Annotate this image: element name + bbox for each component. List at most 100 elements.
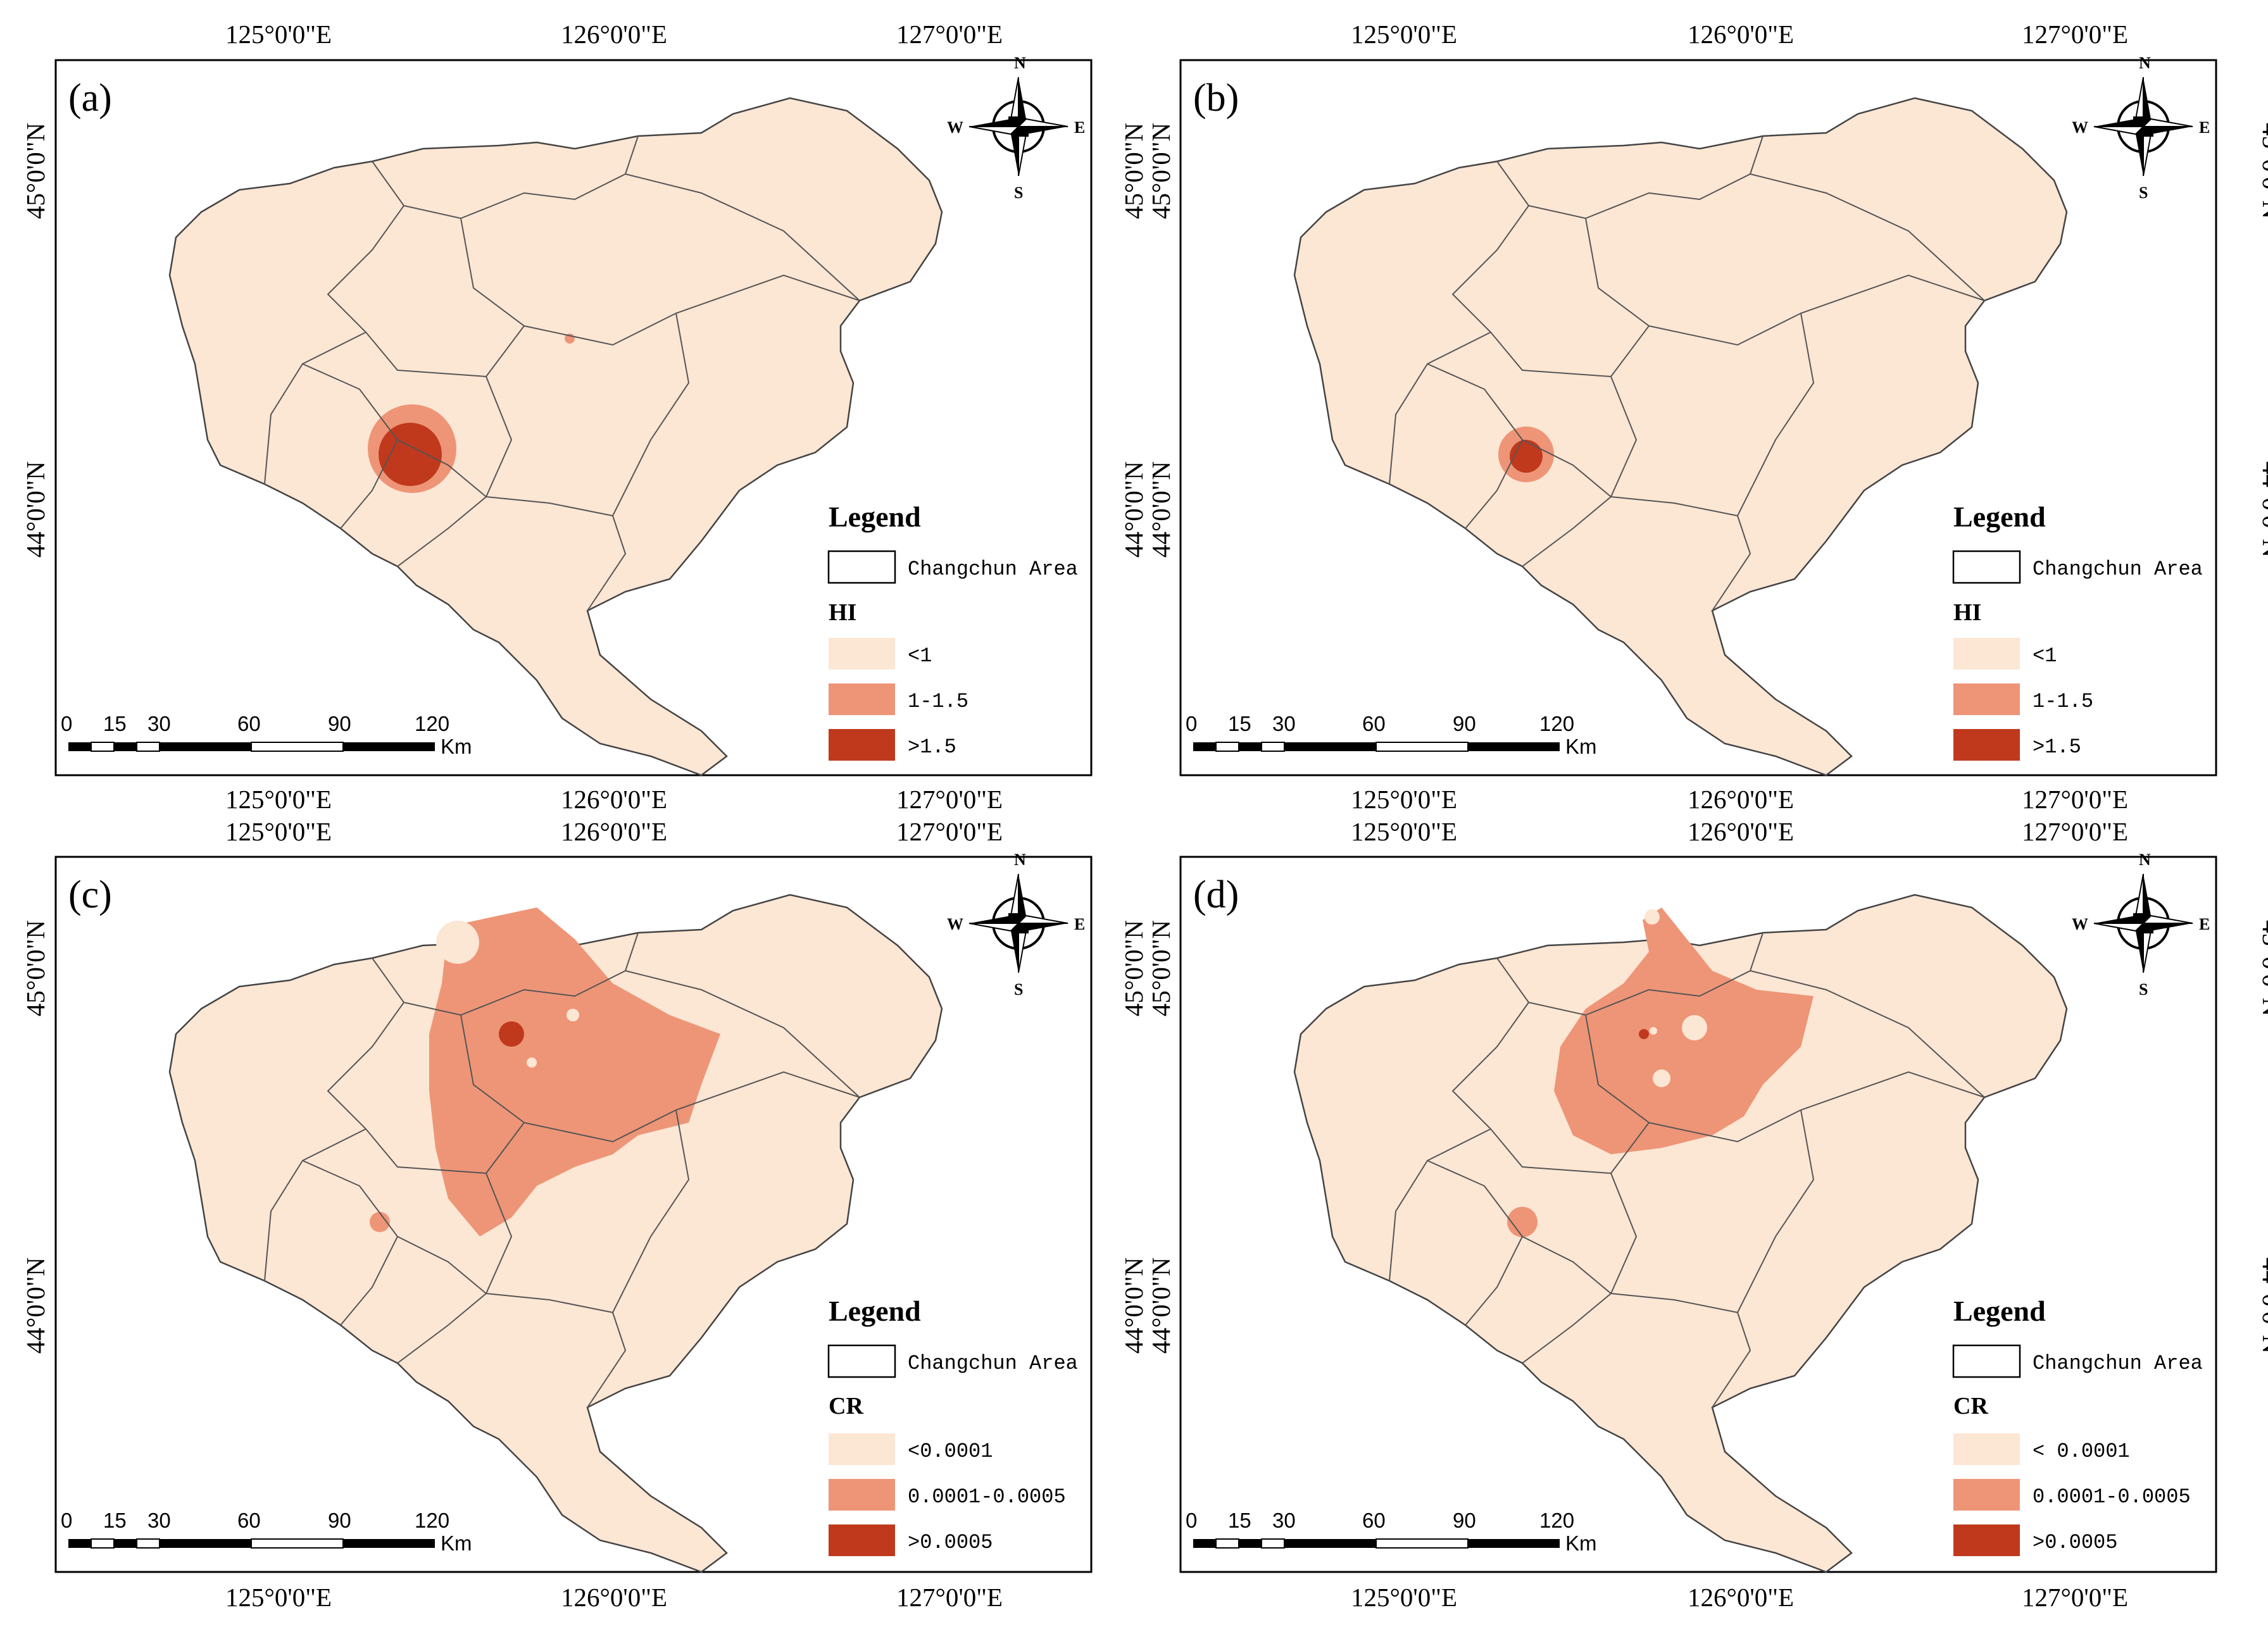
legend-variable: CR: [1953, 1393, 1988, 1419]
scale-tick: 90: [1453, 1509, 1476, 1532]
north-arrow: N S E W: [2072, 851, 2210, 999]
scale-tick: 0: [61, 712, 72, 735]
lon-labels-middle-b: 125°0'0"E 126°0'0"E 127°0'0"E 125°0'0"E …: [225, 817, 2128, 846]
legend-title: Legend: [1953, 1295, 2046, 1327]
lat-label: 44°0'0"N: [1119, 1257, 1148, 1354]
gap-low: [1650, 1027, 1657, 1035]
compass-n: N: [2139, 54, 2151, 72]
compass-s: S: [1014, 980, 1023, 999]
legend-area-swatch: [1952, 1344, 2021, 1378]
lat-label: 45°0'0"N: [1146, 123, 1175, 219]
legend-label-high: >0.0005: [908, 1531, 993, 1554]
compass-n: N: [1014, 54, 1026, 72]
scale-tick: 30: [147, 712, 171, 735]
scale-tick: 15: [1228, 1509, 1251, 1532]
lon-label: 127°0'0"E: [2022, 785, 2128, 814]
scale-tick: 120: [1539, 1509, 1574, 1532]
panel-label: (c): [68, 873, 112, 916]
north-arrow: N S E W: [947, 54, 1085, 202]
lon-label: 125°0'0"E: [225, 1583, 332, 1612]
legend-area-label: Changchun Area: [2033, 1352, 2203, 1375]
legend-swatch-low: [829, 1433, 895, 1465]
lon-label: 125°0'0"E: [1351, 817, 1457, 846]
lat-label: 44°0'0"N: [1146, 461, 1175, 558]
legend-swatch-low: [829, 638, 895, 670]
legend-title: Legend: [829, 1295, 921, 1327]
map-panel-b: (b) N S E W Legend Changchun Area HI <1 …: [1179, 54, 2217, 776]
gap-low: [436, 921, 479, 964]
lon-label: 126°0'0"E: [1688, 1583, 1794, 1612]
lon-label: 126°0'0"E: [561, 1583, 667, 1612]
lon-label: 126°0'0"E: [561, 20, 667, 49]
legend-label-low: < 0.0001: [2033, 1440, 2130, 1463]
legend-title: Legend: [1953, 501, 2046, 533]
legend-swatch-mid: [829, 683, 895, 715]
lat-label: 45°0'0"N: [21, 920, 50, 1016]
legend: Legend Changchun Area HI <1 1-1.5 >1.5: [827, 501, 1078, 761]
legend-swatch-low: [1953, 638, 2020, 670]
scale-tick: 30: [1272, 712, 1296, 735]
lon-label: 126°0'0"E: [1688, 20, 1794, 49]
lat-label: 45°0'0"N: [1119, 920, 1148, 1016]
scale-tick: 60: [237, 1509, 261, 1532]
scale-tick: 15: [103, 1509, 127, 1532]
scale-tick: 0: [1186, 1509, 1197, 1532]
north-arrow: N S E W: [947, 851, 1085, 999]
lat-label: 44°0'0"N: [2257, 461, 2268, 558]
legend-label-high: >0.0005: [2033, 1531, 2117, 1554]
legend-label-mid: 1-1.5: [2033, 690, 2093, 713]
scale-bar: 0 15 30 60 90 120 Km: [61, 712, 472, 758]
lat-label: 45°0'0"N: [21, 123, 50, 219]
legend-label-low: <1: [908, 644, 932, 668]
legend-area-swatch: [827, 1344, 896, 1378]
panel-label: (d): [1193, 873, 1239, 916]
map-panel-d: (d) N S E W Legend Changchun Area CR < 0…: [1179, 851, 2217, 1573]
lat-label: 45°0'0"N: [1146, 920, 1175, 1016]
legend-title: Legend: [829, 501, 921, 533]
panel-label: (a): [68, 77, 112, 120]
legend-swatch-high: [1953, 1524, 2020, 1556]
lat-label: 44°0'0"N: [21, 461, 50, 558]
legend-swatch-mid: [1953, 683, 2020, 715]
compass-s: S: [2139, 980, 2148, 999]
scale-tick: 15: [1228, 712, 1251, 735]
gap-low: [1645, 909, 1660, 925]
scale-tick: 0: [61, 1509, 72, 1532]
north-arrow: N S E W: [2072, 54, 2210, 202]
lon-label: 127°0'0"E: [2022, 20, 2128, 49]
zone-mid: [429, 907, 720, 1237]
lat-label: 45°0'0"N: [1119, 123, 1148, 219]
gap-low: [567, 1009, 579, 1021]
lon-label: 127°0'0"E: [2022, 1583, 2128, 1612]
legend-label-high: >1.5: [908, 735, 956, 759]
scale-tick: 15: [103, 712, 127, 735]
compass-e: E: [1074, 915, 1085, 933]
scale-unit: Km: [1565, 1531, 1597, 1555]
map-panel-c: (c) N S E W Legend Changchun Area CR <0.…: [54, 851, 1093, 1573]
legend: Legend Changchun Area HI <1 1-1.5 >1.5: [1952, 501, 2203, 761]
legend-swatch-low: [1953, 1433, 2020, 1465]
lon-labels-middle-a: 125°0'0"E 126°0'0"E 127°0'0"E 125°0'0"E …: [225, 785, 2128, 814]
hotspot-mid: [370, 1212, 390, 1232]
scale-tick: 120: [1539, 712, 1574, 735]
scale-tick: 90: [328, 712, 351, 735]
legend-label-low: <0.0001: [908, 1440, 993, 1463]
gap-low: [527, 1057, 537, 1068]
lon-label: 127°0'0"E: [896, 1583, 1003, 1612]
lon-label: 125°0'0"E: [225, 817, 332, 846]
map-panel-a: (a) N S E W Legend Changchun Area HI <1 …: [54, 54, 1093, 776]
legend-variable: HI: [829, 599, 856, 626]
lat-label: 45°0'0"N: [2257, 123, 2268, 219]
compass-s: S: [1014, 184, 1023, 202]
legend-label-mid: 0.0001-0.0005: [2033, 1485, 2191, 1509]
scale-unit: Km: [441, 1531, 472, 1555]
hotspot-high: [1639, 1029, 1649, 1039]
lon-label: 126°0'0"E: [561, 817, 667, 846]
scale-tick: 60: [237, 712, 261, 735]
scale-bar: 0 15 30 60 90 120 Km: [61, 1509, 472, 1555]
scale-unit: Km: [441, 735, 472, 758]
scale-tick: 90: [1453, 712, 1476, 735]
scale-unit: Km: [1565, 735, 1597, 758]
lat-label: 44°0'0"N: [1119, 461, 1148, 558]
